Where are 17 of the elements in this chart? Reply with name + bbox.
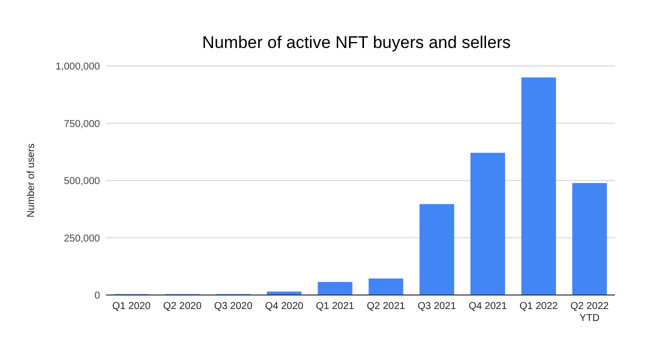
y-tick-label: 500,000 [64,176,100,187]
y-axis-title: Number of users [26,144,37,218]
x-tick-label: Q3 2020 [214,301,253,312]
x-tick-label: Q3 2021 [418,301,456,312]
y-tick-label: 750,000 [64,118,100,130]
x-tick-label: Q2 2020 [163,301,202,312]
y-tick-label: 250,000 [64,233,100,244]
x-tick-label: Q2 2021 [366,301,406,312]
x-tick-label: Q1 2021 [316,301,355,312]
x-tick-label: Q1 2022 [519,301,558,312]
y-tick-label: 1,000,000 [56,62,100,72]
y-tick-label: 0 [94,290,100,302]
x-tick-label: Q4 2020 [264,301,304,312]
chart-title: Number of active NFT buyers and sellers [202,33,511,52]
x-tick-label: Q2 2022 YTD [570,301,610,324]
x-tick-label: Q4 2021 [468,301,508,312]
x-tick-label: Q1 2020 [112,301,152,312]
